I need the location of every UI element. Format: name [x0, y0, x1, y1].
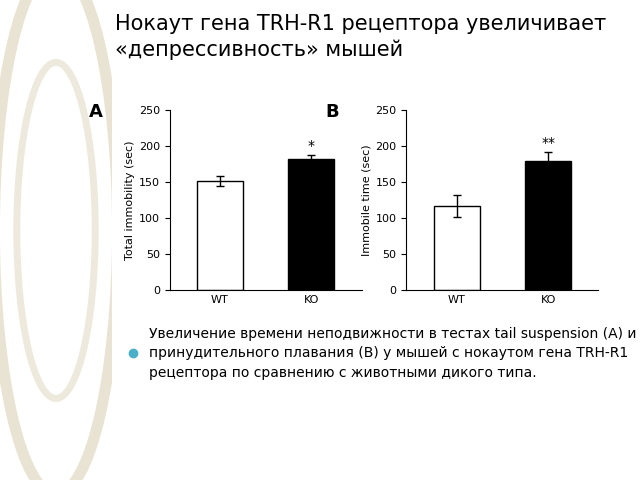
- Bar: [434, 206, 479, 290]
- Text: Увеличение времени неподвижности в тестах tail suspension (A) и
принудительного : Увеличение времени неподвижности в теста…: [149, 327, 636, 380]
- Bar: [289, 158, 334, 290]
- Text: A: A: [89, 103, 103, 121]
- Y-axis label: Immobile time (sec): Immobile time (sec): [362, 144, 371, 256]
- Text: **: **: [541, 136, 555, 150]
- Bar: [525, 161, 571, 290]
- Y-axis label: Total immobility (sec): Total immobility (sec): [125, 141, 134, 260]
- Text: *: *: [308, 139, 315, 153]
- Text: B: B: [326, 103, 339, 121]
- Bar: [197, 181, 243, 290]
- Text: Нокаут гена TRH-R1 рецептора увеличивает
«депрессивность» мышей: Нокаут гена TRH-R1 рецептора увеличивает…: [115, 14, 607, 60]
